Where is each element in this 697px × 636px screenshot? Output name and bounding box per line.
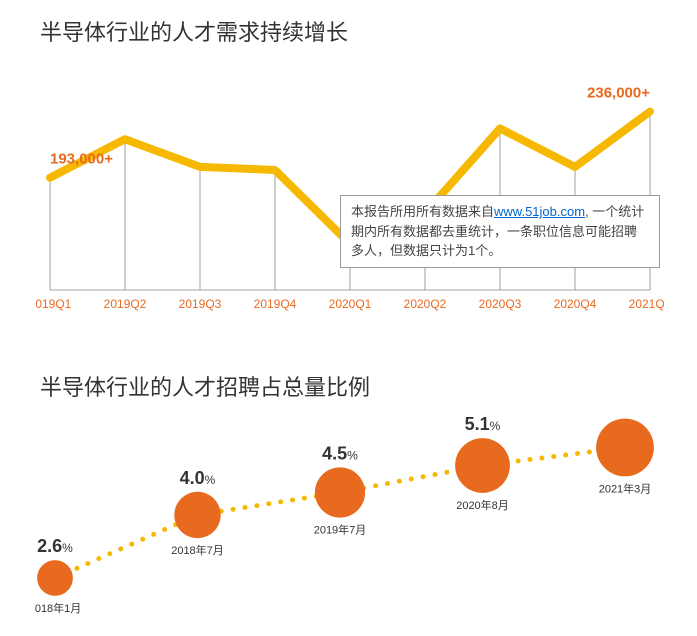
svg-text:2020年8月: 2020年8月	[456, 498, 509, 512]
svg-text:2020Q2: 2020Q2	[404, 297, 447, 311]
svg-text:4.5%: 4.5%	[322, 443, 358, 463]
data-source-note: 本报告所用所有数据来自www.51job.com, 一个统计期内所有数据都去重统…	[340, 195, 660, 268]
svg-text:2020Q1: 2020Q1	[329, 297, 372, 311]
svg-text:2020Q3: 2020Q3	[479, 297, 522, 311]
svg-text:2021Q1: 2021Q1	[629, 297, 665, 311]
svg-text:2019Q3: 2019Q3	[179, 297, 222, 311]
note-link[interactable]: www.51job.com	[494, 204, 585, 219]
chart1-title: 半导体行业的人才需求持续增长	[40, 15, 348, 47]
svg-text:2020Q4: 2020Q4	[554, 297, 597, 311]
svg-text:236,000+: 236,000+	[587, 85, 650, 102]
svg-text:2019Q1: 2019Q1	[35, 297, 72, 311]
svg-text:193,000+: 193,000+	[50, 151, 113, 168]
svg-text:2019Q4: 2019Q4	[254, 297, 297, 311]
svg-text:2018年1月: 2018年1月	[35, 601, 81, 615]
svg-text:2.6%: 2.6%	[37, 536, 73, 556]
svg-text:4.0%: 4.0%	[180, 468, 216, 488]
note-pre-text: 本报告所用所有数据来自	[351, 204, 494, 219]
svg-text:5.1%: 5.1%	[465, 415, 501, 434]
svg-text:2019Q2: 2019Q2	[104, 297, 147, 311]
svg-text:2019年7月: 2019年7月	[314, 523, 367, 537]
svg-text:2018年7月: 2018年7月	[171, 543, 224, 557]
chart2-title: 半导体行业的人才招聘占总量比例	[40, 370, 370, 402]
chart2-proportion-bubbles: 2.6% 2018年1月 4.0% 2018年7月 4.5% 2019年7月 5.1% 202…	[35, 415, 665, 625]
svg-text:2021年3月: 2021年3月	[599, 481, 652, 495]
chart1-demand-line: 2019Q1 2019Q2 2019Q3 2019Q4 2020Q1 2020Q2 2020…	[35, 60, 665, 320]
